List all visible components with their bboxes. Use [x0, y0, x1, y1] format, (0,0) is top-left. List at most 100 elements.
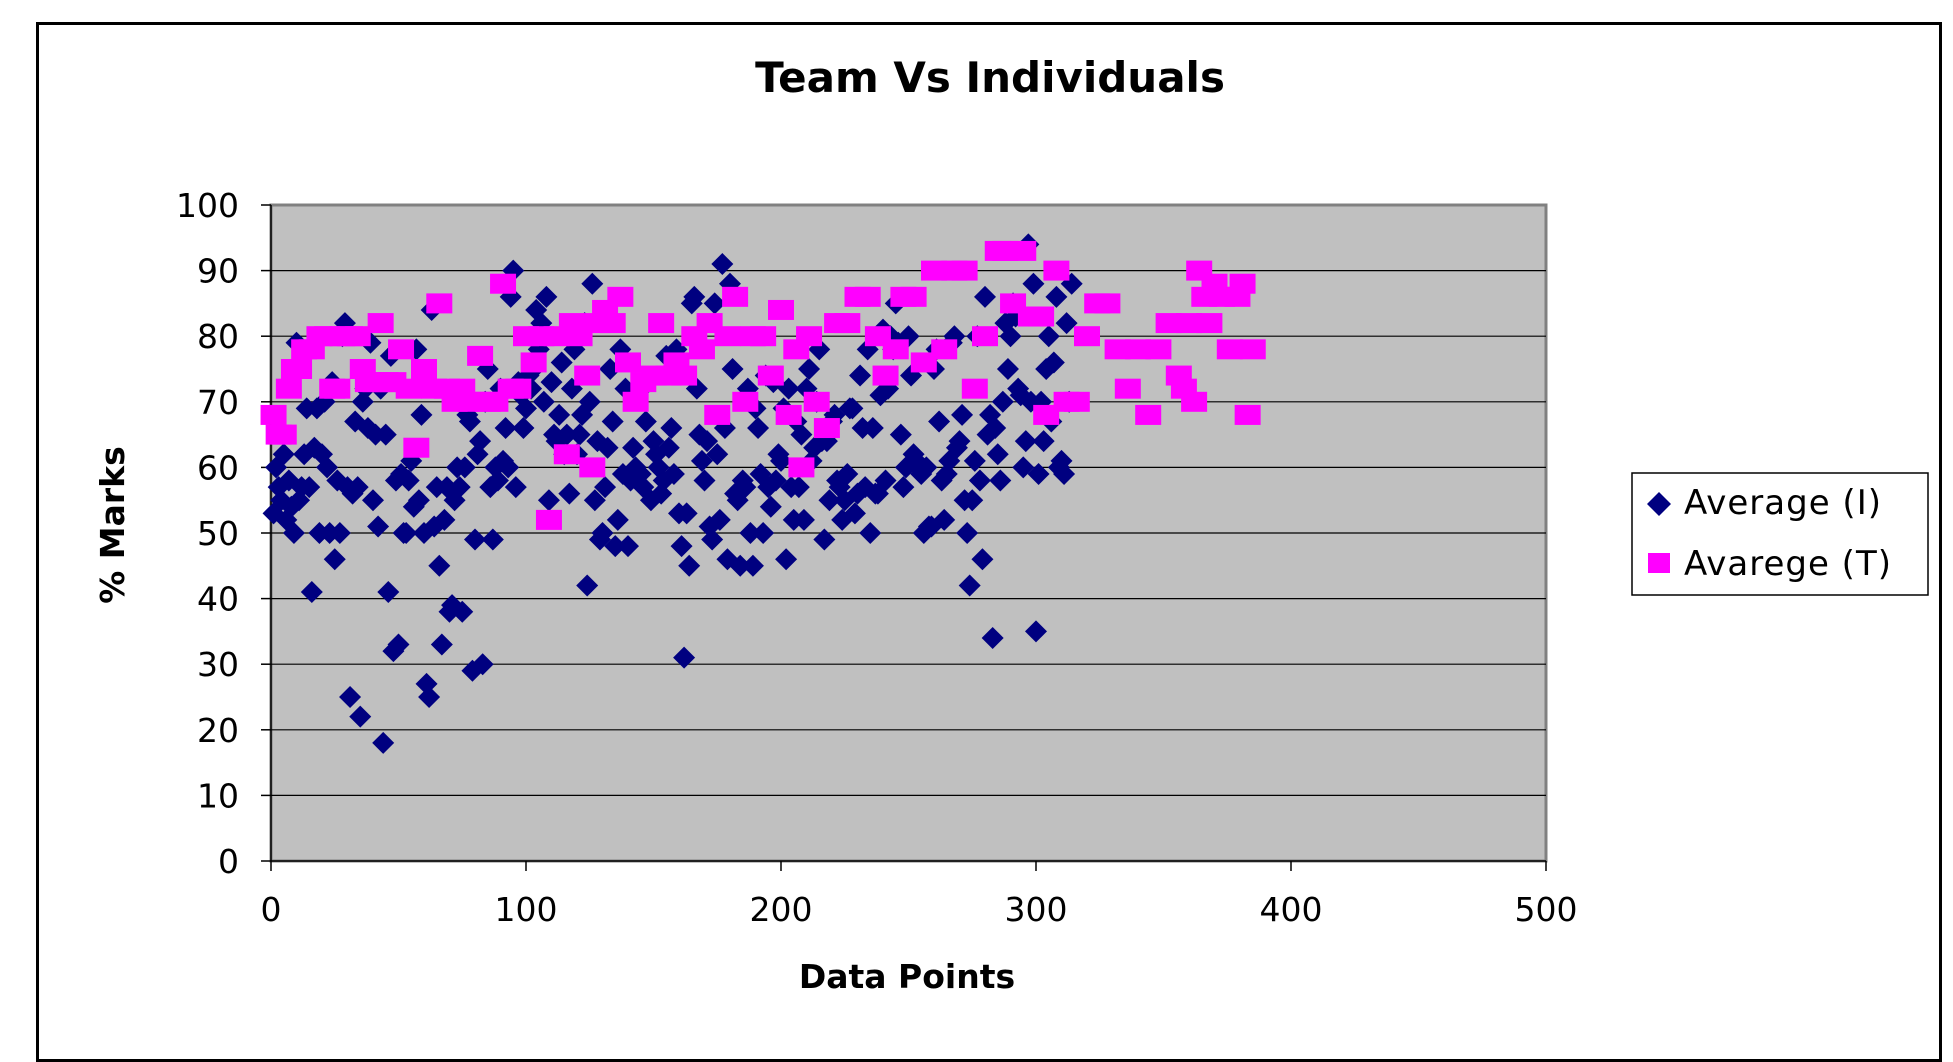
- point-average-i: [683, 285, 706, 308]
- point-average-i: [1032, 430, 1055, 453]
- point-avarege-t: [750, 326, 777, 347]
- point-average-i: [481, 528, 504, 551]
- point-avarege-t: [1229, 273, 1256, 294]
- point-avarege-t: [553, 444, 580, 465]
- legend-box: [1631, 472, 1929, 596]
- point-average-i: [497, 456, 520, 479]
- point-avarege-t: [775, 404, 802, 425]
- point-average-i: [606, 508, 629, 531]
- point-average-i: [448, 476, 471, 499]
- point-avarege-t: [704, 404, 731, 425]
- point-avarege-t: [599, 313, 626, 334]
- point-avarege-t: [1181, 391, 1208, 412]
- point-avarege-t: [388, 339, 415, 360]
- point-avarege-t: [961, 378, 988, 399]
- point-average-i: [747, 417, 770, 440]
- point-average-i: [395, 522, 418, 544]
- point-avarege-t: [1234, 404, 1261, 425]
- point-average-i: [968, 469, 991, 492]
- point-avarege-t: [1028, 306, 1055, 327]
- point-average-i: [792, 508, 815, 531]
- point-average-i: [675, 502, 698, 525]
- point-avarege-t: [411, 359, 437, 379]
- point-average-i: [634, 410, 657, 433]
- y-tick-label: 90: [197, 252, 239, 291]
- point-average-i: [798, 358, 821, 380]
- point-average-i: [1045, 285, 1068, 308]
- point-average-i: [1022, 272, 1045, 295]
- point-avarege-t: [467, 345, 494, 366]
- point-avarege-t: [796, 326, 823, 347]
- point-average-i: [532, 390, 555, 413]
- point-avarege-t: [324, 378, 351, 399]
- point-avarege-t: [490, 273, 517, 294]
- point-average-i: [458, 410, 481, 433]
- point-avarege-t: [286, 359, 313, 379]
- point-average-i: [367, 515, 390, 538]
- point-average-i: [323, 548, 346, 571]
- point-average-i: [678, 554, 701, 577]
- point-avarege-t: [520, 352, 547, 373]
- chart-title: Team Vs Individuals: [755, 53, 1225, 102]
- point-avarege-t: [1104, 339, 1131, 360]
- point-average-i: [734, 476, 757, 499]
- point-avarege-t: [834, 313, 861, 334]
- point-avarege-t: [1155, 313, 1182, 334]
- point-average-i: [581, 272, 604, 295]
- point-average-i: [568, 423, 591, 446]
- point-average-i: [739, 522, 762, 544]
- point-average-i: [759, 495, 782, 518]
- y-tick-label: 40: [197, 580, 239, 619]
- point-avarege-t: [732, 391, 759, 412]
- point-average-i: [696, 430, 719, 453]
- y-tick-label: 20: [197, 711, 239, 750]
- point-average-i: [540, 371, 563, 394]
- y-axis-title: % Marks: [93, 446, 132, 604]
- point-average-i: [300, 581, 323, 604]
- point-average-i: [362, 489, 384, 512]
- point-average-i: [836, 462, 859, 485]
- point-avarege-t: [1216, 339, 1243, 360]
- point-avarege-t: [1074, 326, 1100, 347]
- x-tick-label: 100: [495, 890, 558, 929]
- point-average-i: [374, 423, 397, 446]
- point-avarege-t: [910, 352, 937, 373]
- point-average-i: [407, 489, 430, 512]
- point-average-i: [775, 548, 798, 571]
- point-avarege-t: [574, 365, 601, 386]
- point-average-i: [387, 633, 410, 656]
- point-average-i: [951, 403, 974, 426]
- point-avarege-t: [607, 286, 634, 307]
- point-average-i: [471, 653, 494, 676]
- point-average-i: [272, 443, 295, 466]
- point-average-i: [892, 476, 915, 499]
- point-avarege-t: [972, 326, 998, 347]
- point-average-i: [596, 436, 619, 459]
- point-avarege-t: [788, 457, 815, 478]
- point-avarege-t: [872, 365, 899, 386]
- point-avarege-t: [505, 378, 532, 399]
- point-average-i: [451, 600, 474, 623]
- point-average-i: [550, 351, 573, 374]
- point-average-i: [328, 522, 351, 544]
- point-average-i: [790, 423, 813, 446]
- point-avarege-t: [671, 365, 698, 386]
- point-average-i: [849, 364, 872, 387]
- point-average-i: [558, 482, 581, 505]
- point-average-i: [604, 535, 627, 558]
- series-0: [262, 233, 1083, 754]
- point-avarege-t: [768, 299, 794, 320]
- point-avarege-t: [1063, 391, 1090, 412]
- point-average-i: [889, 423, 912, 446]
- point-average-i: [1014, 430, 1037, 453]
- point-avarege-t: [1145, 339, 1172, 360]
- point-avarege-t: [803, 391, 830, 412]
- point-average-i: [594, 476, 617, 499]
- point-average-i: [504, 476, 527, 499]
- gridlines: [271, 270, 1546, 797]
- point-average-i: [298, 476, 321, 499]
- point-average-i: [372, 731, 395, 754]
- point-average-i: [576, 574, 599, 597]
- point-average-i: [818, 489, 841, 512]
- series-layer: [260, 233, 1266, 754]
